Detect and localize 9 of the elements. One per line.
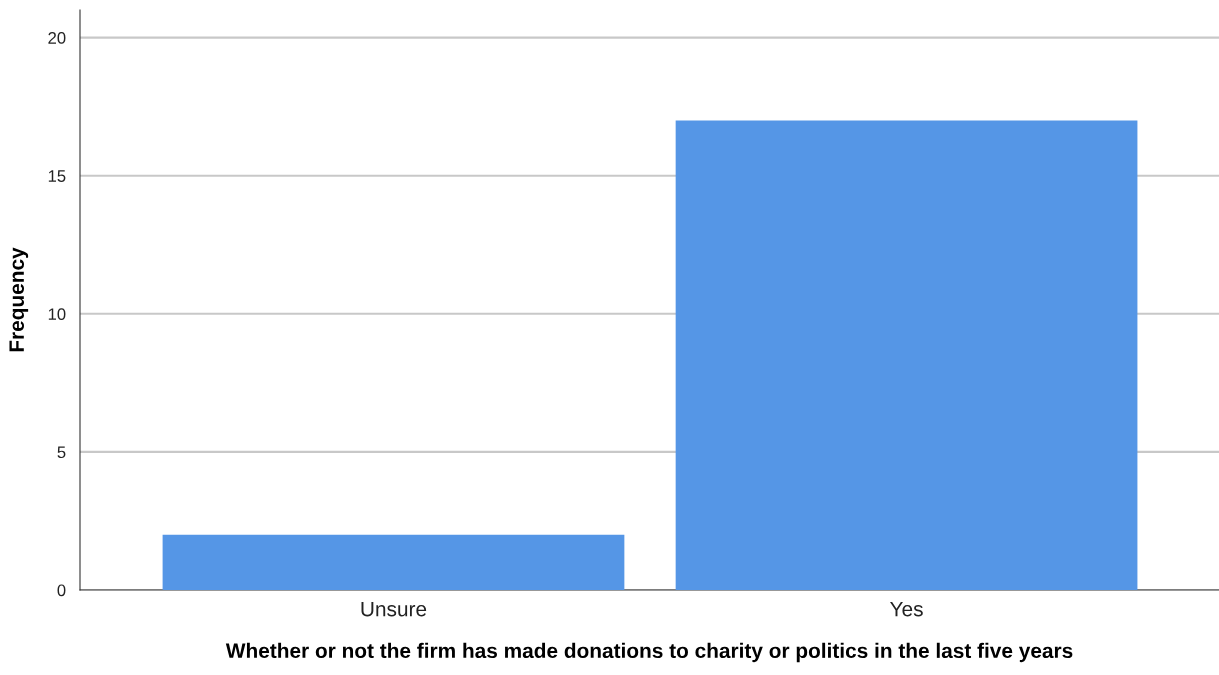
x-tick-label: Yes — [890, 601, 923, 617]
x-tick-label: Unsure — [361, 601, 427, 617]
x-axis-title: Whether or not the firm has made donations to charity or politics in the last five years — [225, 642, 1073, 663]
y-axis-title: Frequency — [9, 247, 29, 352]
y-tick-label: 0 — [57, 584, 66, 597]
y-tick-label: 5 — [57, 446, 66, 459]
y-tick-label: 20 — [48, 32, 66, 44]
y-tick-label: 10 — [48, 308, 66, 321]
y-tick-label: 15 — [48, 170, 66, 182]
